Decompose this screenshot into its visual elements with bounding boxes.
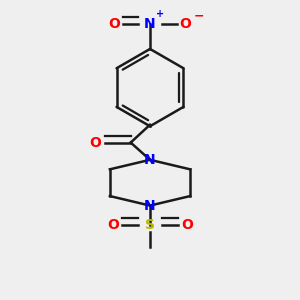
- Text: S: S: [145, 218, 155, 232]
- Text: +: +: [156, 9, 164, 19]
- Text: O: O: [89, 136, 101, 150]
- Text: O: O: [107, 218, 119, 232]
- Text: O: O: [181, 218, 193, 232]
- Text: N: N: [144, 199, 156, 213]
- Text: −: −: [194, 10, 204, 23]
- Text: O: O: [180, 17, 192, 31]
- Text: N: N: [144, 17, 156, 31]
- Text: N: N: [144, 153, 156, 167]
- Text: O: O: [108, 17, 120, 31]
